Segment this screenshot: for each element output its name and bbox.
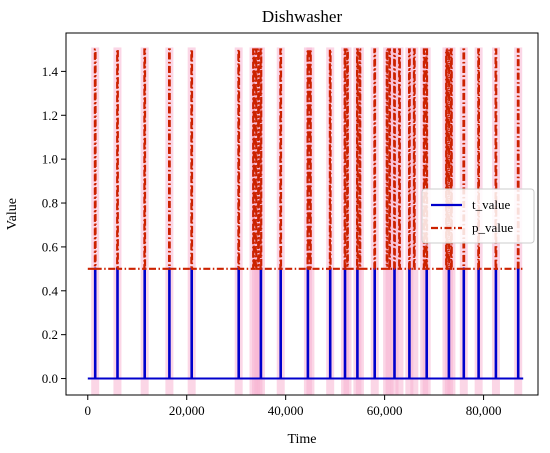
series-line-p-value bbox=[87, 48, 524, 270]
y-tick-label: 1.0 bbox=[42, 152, 58, 167]
legend-box bbox=[421, 188, 535, 244]
x-axis: 0 20,000 40,000 60,000 80,000 bbox=[85, 395, 502, 418]
y-tick-label: 0.2 bbox=[42, 327, 58, 342]
y-axis-label: Value bbox=[5, 198, 20, 230]
chart-title: Dishwasher bbox=[262, 7, 343, 26]
x-tick-label: 20,000 bbox=[169, 403, 205, 418]
y-tick-label: 0.8 bbox=[42, 196, 58, 211]
y-tick-label: 0.6 bbox=[42, 239, 59, 254]
plot-frame bbox=[65, 32, 539, 396]
y-tick-label: 0.0 bbox=[42, 371, 58, 386]
x-tick-label: 40,000 bbox=[268, 403, 304, 418]
legend: t_value p_value bbox=[421, 188, 535, 244]
x-tick-label: 0 bbox=[85, 403, 92, 418]
legend-label-t-value: t_value bbox=[472, 197, 510, 212]
legend-label-p-value: p_value bbox=[472, 220, 513, 235]
y-tick-label: 1.4 bbox=[42, 64, 59, 79]
x-axis-label: Time bbox=[287, 432, 316, 447]
y-axis: 0.0 0.2 0.4 0.6 0.8 1.0 1.2 1.4 bbox=[42, 64, 66, 386]
series-layer bbox=[87, 48, 524, 380]
y-tick-label: 1.2 bbox=[42, 108, 58, 123]
x-tick-label: 80,000 bbox=[466, 403, 502, 418]
y-tick-label: 0.4 bbox=[42, 283, 59, 298]
x-tick-label: 60,000 bbox=[367, 403, 403, 418]
